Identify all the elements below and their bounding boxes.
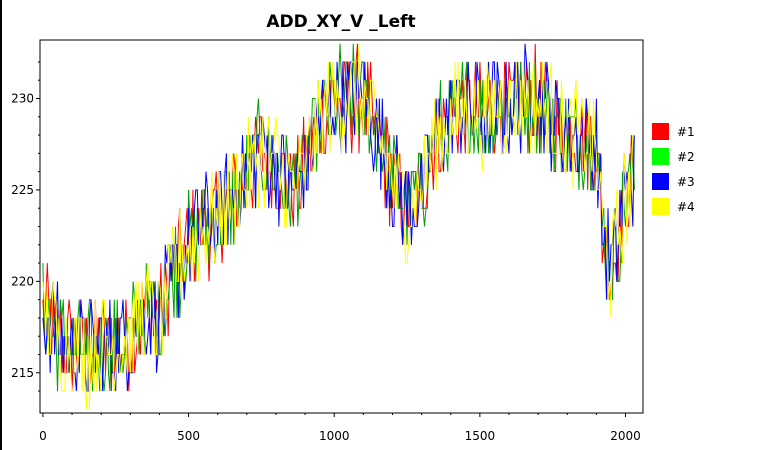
legend-label-1: #1 xyxy=(677,125,695,139)
axes: 215 220 225 230 0 500 1000 1500 2000 xyxy=(11,61,641,443)
x-tick-label: 1500 xyxy=(465,429,496,443)
y-tick-label: 220 xyxy=(11,274,34,288)
legend-swatch-2 xyxy=(652,148,669,165)
legend-label-3: #3 xyxy=(677,175,695,189)
x-tick-label: 0 xyxy=(39,429,47,443)
chart-title: ADD_XY_V _Left xyxy=(266,12,416,32)
x-tick-label: 500 xyxy=(177,429,200,443)
legend-swatch-1 xyxy=(652,123,669,140)
legend-swatch-3 xyxy=(652,173,669,190)
y-tick-label: 215 xyxy=(11,366,34,380)
window-left-border xyxy=(0,0,2,450)
series-line-4 xyxy=(42,43,635,410)
x-tick-label: 2000 xyxy=(610,429,641,443)
legend-label-4: #4 xyxy=(677,200,695,214)
plot-lines xyxy=(42,43,635,410)
legend-label-2: #2 xyxy=(677,150,695,164)
legend-swatch-4 xyxy=(652,198,669,215)
x-tick-label: 1000 xyxy=(319,429,350,443)
y-tick-label: 225 xyxy=(11,183,34,197)
legend: #1 #2 #3 #4 xyxy=(652,123,695,215)
y-tick-label: 230 xyxy=(11,92,34,106)
